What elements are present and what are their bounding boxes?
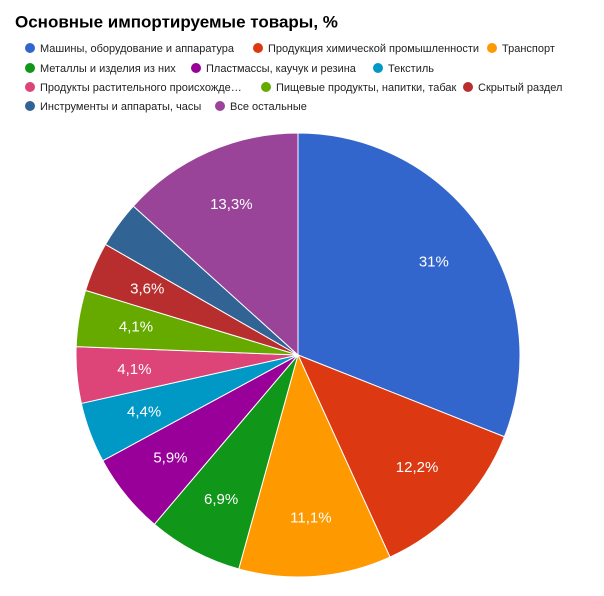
legend-label: Пищевые продукты, напитки, табак [276,82,456,94]
value-label: 4,1% [119,319,153,336]
legend-label: Пластмассы, каучук и резина [206,63,357,75]
legend-label: Продукция химической промышленности [268,43,479,55]
legend-swatch [191,63,201,73]
value-label: 12,2% [396,459,439,476]
legend-label: Транспорт [502,43,555,55]
chart-title: Основные импортируемые товары, % [15,12,338,31]
legend-label: Скрытый раздел [478,82,562,94]
legend-swatch [373,63,383,73]
legend-label: Продукты растительного происхожде… [40,82,242,94]
pie-slice [297,132,521,438]
value-label: 3,6% [130,281,164,298]
legend-label: Текстиль [388,63,434,75]
legend-swatch [261,82,271,92]
value-label: 4,4% [127,404,161,421]
value-label: 13,3% [210,196,253,213]
pie-slice [238,353,391,578]
legend-label: Инструменты и аппараты, часы [40,101,201,113]
legend-swatch [25,43,35,53]
legend-swatch [487,43,497,53]
value-label: 11,1% [290,510,331,527]
value-label: 4,1% [117,361,151,378]
legend-swatch [253,43,263,53]
value-label: 31% [419,254,449,271]
legend-swatch [25,63,35,73]
legend-swatch [463,82,473,92]
legend-label: Металлы и изделия из них [40,63,176,75]
value-label: 6,9% [204,491,238,508]
legend-swatch [25,82,35,92]
legend-swatch [215,101,225,111]
legend-label: Все остальные [230,101,307,113]
legend-swatch [25,101,35,111]
value-label: 5,9% [153,449,187,466]
pie-slice [132,132,299,357]
pie-slice [297,354,506,558]
legend-label: Машины, оборудование и аппаратура [40,43,235,55]
